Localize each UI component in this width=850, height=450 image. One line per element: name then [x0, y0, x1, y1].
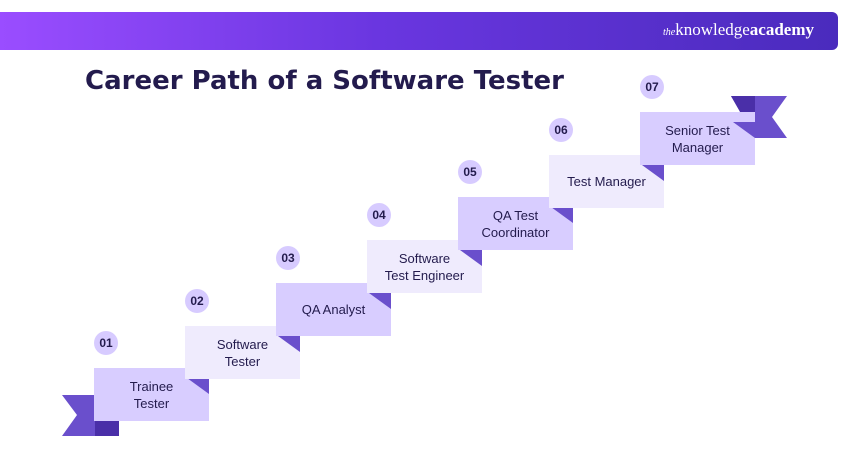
step-fold-corner [733, 122, 755, 138]
step-number-badge: 05 [458, 160, 482, 184]
step-number-badge: 06 [549, 118, 573, 142]
logo-main: knowledge [675, 20, 750, 39]
page-title: Career Path of a Software Tester [85, 66, 564, 96]
step-fold-corner [460, 250, 482, 266]
step-fold-corner [278, 336, 300, 352]
step-number-badge: 03 [276, 246, 300, 270]
step-fold-corner [642, 165, 664, 181]
logo-bold: academy [749, 20, 814, 39]
step-number-badge: 02 [185, 289, 209, 313]
step-number-badge: 07 [640, 75, 664, 99]
step-card: Senior Test Manager [640, 112, 755, 165]
step-number-badge: 01 [94, 331, 118, 355]
header-banner: theknowledgeacademy [0, 12, 838, 50]
step-fold-corner [551, 207, 573, 223]
step-fold-corner [187, 378, 209, 394]
brand-logo: theknowledgeacademy [663, 20, 814, 40]
step-number-badge: 04 [367, 203, 391, 227]
logo-prefix: the [662, 27, 676, 38]
step-fold-corner [369, 293, 391, 309]
